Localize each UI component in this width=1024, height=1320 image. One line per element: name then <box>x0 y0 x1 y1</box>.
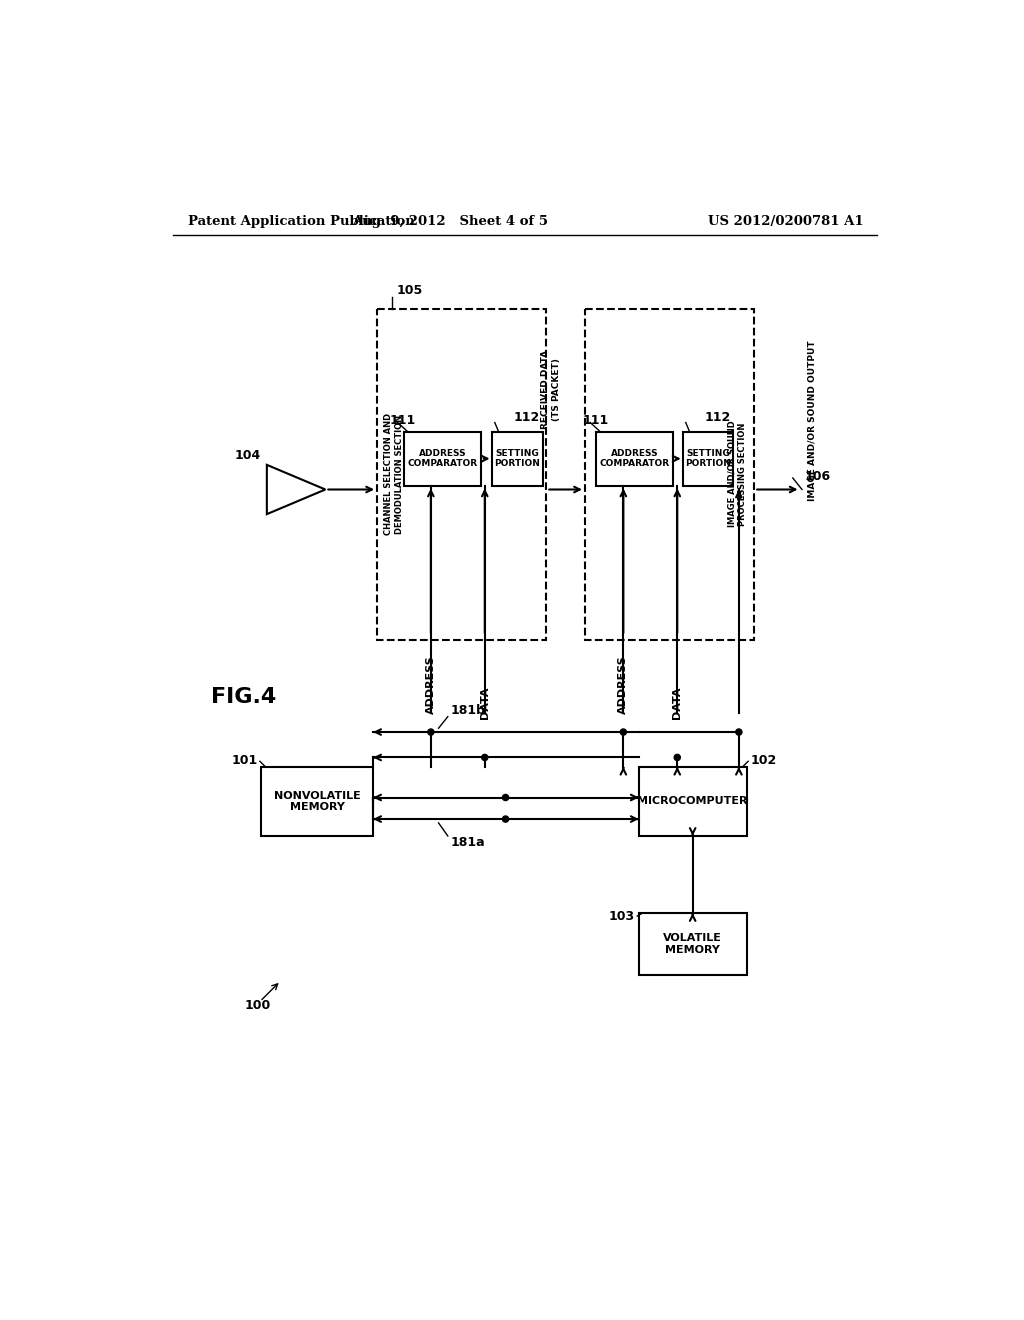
Text: DATA: DATA <box>673 686 682 718</box>
Text: ADDRESS
COMPARATOR: ADDRESS COMPARATOR <box>408 449 477 469</box>
Circle shape <box>736 729 742 735</box>
Text: 112: 112 <box>514 412 540 425</box>
Text: IMAGE AND/OR SOUND OUTPUT: IMAGE AND/OR SOUND OUTPUT <box>808 339 816 500</box>
Text: 181a: 181a <box>451 836 484 849</box>
Text: CHANNEL SELECTION AND
DEMODULATION SECTION: CHANNEL SELECTION AND DEMODULATION SECTI… <box>384 413 403 535</box>
FancyBboxPatch shape <box>377 309 547 640</box>
FancyBboxPatch shape <box>683 432 733 486</box>
FancyBboxPatch shape <box>639 913 746 974</box>
Text: 181b: 181b <box>451 704 485 717</box>
Text: 104: 104 <box>234 449 261 462</box>
Text: 101: 101 <box>231 754 258 767</box>
Text: FIG.4: FIG.4 <box>211 688 276 708</box>
FancyBboxPatch shape <box>639 767 746 836</box>
Text: MICROCOMPUTER: MICROCOMPUTER <box>637 796 748 807</box>
Text: DATA: DATA <box>480 686 489 718</box>
Circle shape <box>428 729 434 735</box>
FancyBboxPatch shape <box>596 432 674 486</box>
FancyBboxPatch shape <box>403 432 481 486</box>
Text: IMAGE AND/OR SOUND
PROCESSING SECTION: IMAGE AND/OR SOUND PROCESSING SECTION <box>728 421 748 528</box>
Text: 105: 105 <box>396 284 423 297</box>
Text: 100: 100 <box>245 999 270 1012</box>
Text: ADDRESS
COMPARATOR: ADDRESS COMPARATOR <box>600 449 670 469</box>
Text: ADDRESS: ADDRESS <box>426 655 436 714</box>
Text: VOLATILE
MEMORY: VOLATILE MEMORY <box>664 933 722 954</box>
Text: SETTING
PORTION: SETTING PORTION <box>685 449 731 469</box>
Circle shape <box>674 755 680 760</box>
FancyBboxPatch shape <box>493 432 543 486</box>
Text: 111: 111 <box>583 413 609 426</box>
Text: RECEIVED DATA
(TS PACKET): RECEIVED DATA (TS PACKET) <box>542 350 561 429</box>
Text: 111: 111 <box>390 413 417 426</box>
Text: US 2012/0200781 A1: US 2012/0200781 A1 <box>708 215 863 228</box>
FancyBboxPatch shape <box>585 309 755 640</box>
Circle shape <box>481 755 487 760</box>
Circle shape <box>503 795 509 800</box>
Text: 106: 106 <box>804 470 830 483</box>
Text: Aug. 9, 2012   Sheet 4 of 5: Aug. 9, 2012 Sheet 4 of 5 <box>352 215 548 228</box>
Text: SETTING
PORTION: SETTING PORTION <box>495 449 541 469</box>
FancyBboxPatch shape <box>261 767 373 836</box>
Text: NONVOLATILE
MEMORY: NONVOLATILE MEMORY <box>273 791 360 812</box>
Text: 102: 102 <box>751 754 776 767</box>
Circle shape <box>621 729 627 735</box>
Text: Patent Application Publication: Patent Application Publication <box>188 215 415 228</box>
Polygon shape <box>267 465 326 515</box>
Circle shape <box>503 816 509 822</box>
Text: 103: 103 <box>609 911 635 924</box>
Text: 112: 112 <box>705 412 731 425</box>
Text: ADDRESS: ADDRESS <box>618 655 629 714</box>
